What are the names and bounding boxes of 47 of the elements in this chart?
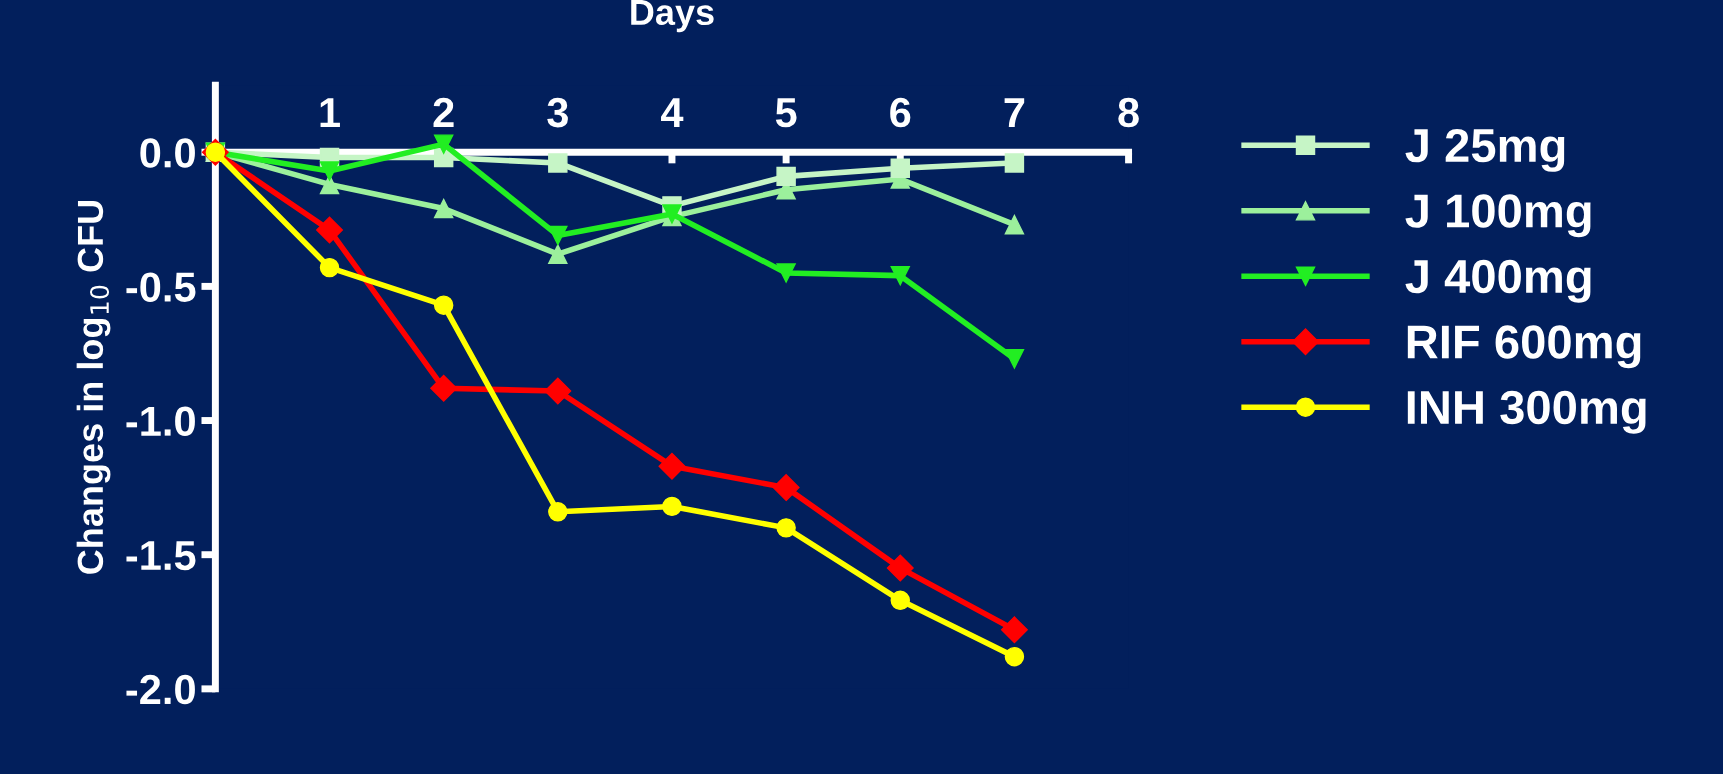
point: [316, 216, 343, 244]
legend-label: J 400mg: [1405, 259, 1591, 303]
legend-label: J 25mg: [1405, 128, 1565, 172]
point: [430, 374, 458, 402]
y-tick-label: -1.5: [126, 541, 196, 571]
x-tick-label: 8: [1118, 97, 1139, 128]
point: [890, 265, 910, 286]
point: [544, 377, 572, 405]
point: [890, 158, 910, 179]
point: [776, 263, 796, 283]
point: [1004, 214, 1025, 235]
y-tick-label: -0.5: [126, 272, 196, 302]
x-axis-title: Days: [631, 0, 714, 33]
point: [1004, 646, 1025, 667]
point: [548, 502, 568, 522]
point: [548, 153, 568, 173]
x-tick-label: 1: [320, 98, 340, 127]
x-tick-label: 5: [775, 98, 797, 128]
point: [776, 518, 796, 538]
point: [433, 134, 454, 154]
point: [776, 166, 796, 187]
legend-label: RIF 600mg: [1407, 325, 1641, 369]
legend-label: INH 300mg: [1407, 390, 1646, 434]
x-tick-label: 2: [433, 97, 454, 127]
x-tick-label: 6: [890, 97, 911, 128]
point: [658, 452, 686, 480]
point: [1000, 616, 1028, 644]
x-tick-label: 4: [661, 98, 684, 127]
point: [890, 590, 910, 611]
point: [433, 295, 454, 315]
x-tick-label: 7: [1004, 98, 1025, 127]
point: [1004, 349, 1025, 369]
y-tick-label: -1.0: [126, 406, 195, 437]
point: [319, 161, 340, 181]
point: [548, 244, 568, 264]
point: [433, 198, 454, 219]
y-tick-label: -2.0: [126, 674, 195, 705]
point: [319, 257, 340, 278]
point: [548, 225, 568, 246]
x-tick-label: 3: [547, 97, 568, 128]
y-axis-title: Changes in log$_{10}$ CFU: [76, 200, 111, 574]
y-tick-label: 0.0: [140, 138, 195, 168]
point: [662, 496, 682, 517]
point: [1004, 153, 1025, 173]
point: [772, 474, 800, 502]
legend-label: J 100mg: [1405, 194, 1591, 238]
point: [886, 554, 914, 582]
